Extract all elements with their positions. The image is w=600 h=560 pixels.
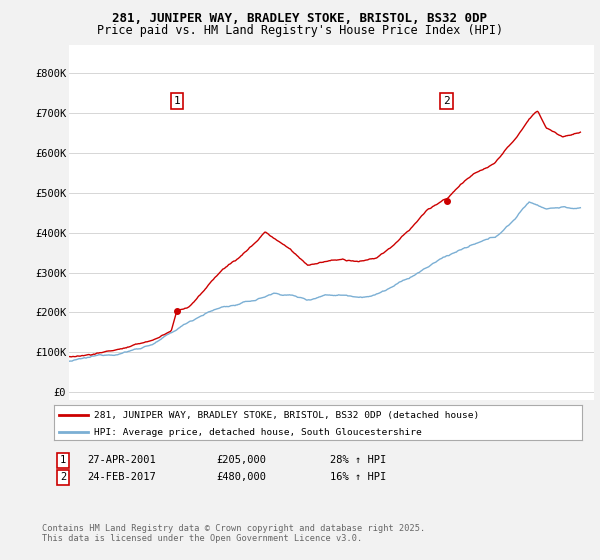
- HPI: Average price, detached house, South Gloucestershire: (2e+03, 7.79e+04): Average price, detached house, South Glo…: [65, 358, 73, 365]
- HPI: Average price, detached house, South Gloucestershire: (2.02e+03, 4.62e+05): Average price, detached house, South Glo…: [577, 204, 584, 211]
- HPI: Average price, detached house, South Gloucestershire: (2.02e+03, 3.84e+05): Average price, detached house, South Glo…: [485, 236, 492, 242]
- HPI: Average price, detached house, South Gloucestershire: (2.02e+03, 4.62e+05): Average price, detached house, South Glo…: [565, 204, 572, 211]
- 281, JUNIPER WAY, BRADLEY STOKE, BRISTOL, BS32 0DP (detached house): [313, 260, 320, 267]
- Text: 1: 1: [60, 455, 66, 465]
- Text: £480,000: £480,000: [216, 472, 266, 482]
- Text: 28% ↑ HPI: 28% ↑ HPI: [330, 455, 386, 465]
- Text: Price paid vs. HM Land Registry's House Price Index (HPI): Price paid vs. HM Land Registry's House …: [97, 24, 503, 36]
- 281, JUNIPER WAY, BRADLEY STOKE, BRISTOL, BS32 0DP (detached house): [577, 129, 584, 136]
- HPI: Average price, detached house, South Gloucestershire: (2.01e+03, 2.43e+05): Average price, detached house, South Glo…: [370, 292, 377, 298]
- Text: 16% ↑ HPI: 16% ↑ HPI: [330, 472, 386, 482]
- Text: HPI: Average price, detached house, South Gloucestershire: HPI: Average price, detached house, Sout…: [94, 428, 421, 437]
- Text: 1: 1: [173, 96, 180, 106]
- 281, JUNIPER WAY, BRADLEY STOKE, BRISTOL, BS32 0DP (detached house): [485, 163, 493, 170]
- Text: 27-APR-2001: 27-APR-2001: [87, 455, 156, 465]
- Line: HPI: Average price, detached house, South Gloucestershire: HPI: Average price, detached house, Sout…: [69, 202, 580, 361]
- Text: 281, JUNIPER WAY, BRADLEY STOKE, BRISTOL, BS32 0DP: 281, JUNIPER WAY, BRADLEY STOKE, BRISTOL…: [113, 12, 487, 25]
- Line: 281, JUNIPER WAY, BRADLEY STOKE, BRISTOL, BS32 0DP (detached house): 281, JUNIPER WAY, BRADLEY STOKE, BRISTOL…: [69, 111, 580, 357]
- HPI: Average price, detached house, South Gloucestershire: (2.01e+03, 2.33e+05): Average price, detached house, South Glo…: [308, 296, 316, 303]
- 281, JUNIPER WAY, BRADLEY STOKE, BRISTOL, BS32 0DP (detached house): [566, 132, 574, 138]
- Text: Contains HM Land Registry data © Crown copyright and database right 2025.
This d: Contains HM Land Registry data © Crown c…: [42, 524, 425, 543]
- 281, JUNIPER WAY, BRADLEY STOKE, BRISTOL, BS32 0DP (detached house): [309, 261, 316, 268]
- 281, JUNIPER WAY, BRADLEY STOKE, BRISTOL, BS32 0DP (detached house): [65, 353, 73, 360]
- Text: 281, JUNIPER WAY, BRADLEY STOKE, BRISTOL, BS32 0DP (detached house): 281, JUNIPER WAY, BRADLEY STOKE, BRISTOL…: [94, 411, 479, 420]
- HPI: Average price, detached house, South Gloucestershire: (2.01e+03, 2.43e+05): Average price, detached house, South Glo…: [342, 292, 349, 298]
- HPI: Average price, detached house, South Gloucestershire: (2.02e+03, 4.77e+05): Average price, detached house, South Glo…: [526, 199, 533, 206]
- Text: 24-FEB-2017: 24-FEB-2017: [87, 472, 156, 482]
- Text: 2: 2: [60, 472, 66, 482]
- Text: 2: 2: [443, 96, 450, 106]
- 281, JUNIPER WAY, BRADLEY STOKE, BRISTOL, BS32 0DP (detached house): [343, 258, 350, 264]
- 281, JUNIPER WAY, BRADLEY STOKE, BRISTOL, BS32 0DP (detached house): [371, 255, 378, 262]
- HPI: Average price, detached house, South Gloucestershire: (2.01e+03, 2.35e+05): Average price, detached house, South Glo…: [311, 295, 319, 302]
- Text: £205,000: £205,000: [216, 455, 266, 465]
- 281, JUNIPER WAY, BRADLEY STOKE, BRISTOL, BS32 0DP (detached house): [534, 108, 541, 115]
- 281, JUNIPER WAY, BRADLEY STOKE, BRISTOL, BS32 0DP (detached house): [67, 353, 74, 360]
